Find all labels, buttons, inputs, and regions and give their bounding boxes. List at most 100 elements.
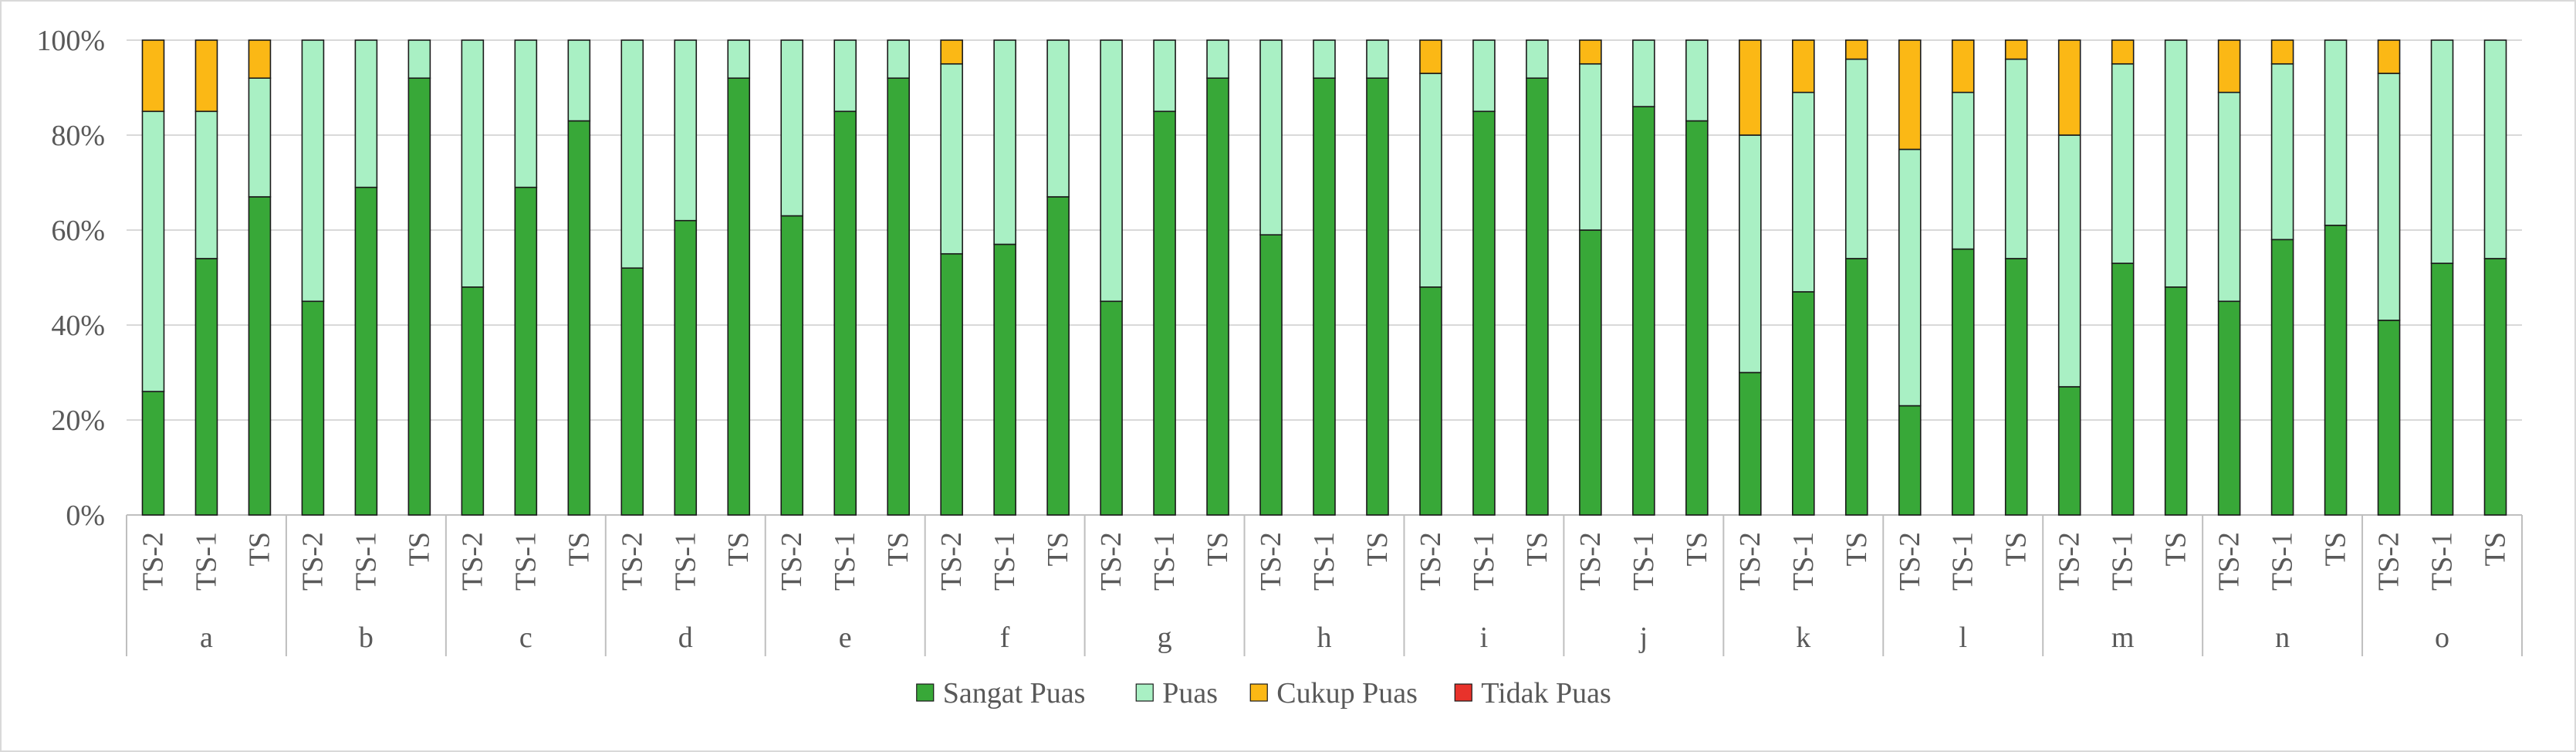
y-tick-label: 0% — [66, 500, 105, 532]
bar-segment — [1739, 134, 1762, 374]
y-tick-label: 100% — [36, 25, 105, 57]
bar-segment — [940, 252, 963, 516]
bar-segment — [1579, 229, 1602, 516]
x-group-label: f — [1000, 622, 1010, 654]
legend-label: Cukup Puas — [1276, 677, 1418, 710]
x-subcategory-label: TS-1 — [2267, 532, 2299, 591]
bar-segment — [940, 39, 963, 65]
x-subcategory-label: TS — [563, 532, 595, 566]
bar-segment — [727, 77, 751, 516]
bar-segment — [514, 39, 538, 188]
x-subcategory-label: TS-2 — [2213, 532, 2246, 591]
bar-segment — [248, 77, 272, 198]
x-subcategory-label: TS-1 — [350, 532, 382, 591]
x-subcategory-label: TS-1 — [1468, 532, 1500, 591]
x-subcategory-label: TS — [403, 532, 435, 566]
y-tick-label: 20% — [51, 405, 105, 437]
bar-segment — [2324, 39, 2348, 226]
x-subcategory-label: TS — [2480, 532, 2512, 566]
bar-segment — [674, 39, 698, 222]
bar-segment — [1632, 39, 1655, 107]
bar-segment — [194, 39, 218, 113]
bar-segment — [1844, 258, 1868, 516]
bar-segment — [2057, 386, 2081, 516]
bar-segment — [1898, 39, 1922, 151]
x-subcategory-label: TS-2 — [1255, 532, 1287, 591]
x-subcategory-label: TS — [722, 532, 755, 566]
y-tick-label: 60% — [51, 215, 105, 247]
bar-segment — [674, 219, 698, 516]
bar-segment — [248, 196, 272, 516]
bar-segment — [1313, 39, 1336, 80]
bar-segment — [2377, 320, 2401, 516]
bar-segment — [1472, 110, 1496, 516]
x-subcategory-label: TS-2 — [616, 532, 648, 591]
bar-segment — [354, 186, 378, 516]
bar-segment — [2004, 258, 2028, 516]
x-subcategory-label: TS — [2000, 532, 2033, 566]
bar-segment — [1046, 39, 1070, 198]
bar-segment — [514, 186, 538, 516]
bar-segment — [194, 110, 218, 259]
bar-segment — [993, 39, 1016, 246]
bar-segment — [1579, 39, 1602, 65]
x-subcategory-label: TS-2 — [296, 532, 329, 591]
bar-segment — [2217, 91, 2241, 303]
bar-segment — [1632, 106, 1655, 516]
bar-segment — [1898, 405, 1922, 516]
bar-segment — [2377, 73, 2401, 321]
bar-segment — [833, 39, 857, 113]
bar-segment — [1153, 110, 1176, 516]
bar-segment — [2164, 286, 2188, 516]
x-subcategory-label: TS-1 — [190, 532, 222, 591]
x-subcategory-label: TS-1 — [509, 532, 542, 591]
bar-segment — [141, 39, 165, 113]
legend-label: Puas — [1162, 677, 1218, 710]
legend-label: Sangat Puas — [943, 677, 1086, 710]
bar-segment — [2057, 134, 2081, 388]
bar-segment — [1898, 148, 1922, 407]
bar-segment — [2270, 239, 2294, 516]
x-group-label: n — [2275, 622, 2290, 654]
bar-segment — [2004, 39, 2028, 60]
x-subcategory-label: TS-1 — [2107, 532, 2139, 591]
x-subcategory-label: TS-2 — [137, 532, 169, 591]
x-subcategory-label: TS-1 — [1308, 532, 1340, 591]
bar-segment — [1685, 39, 1709, 122]
bar-segment — [2004, 58, 2028, 259]
x-group-label: e — [839, 622, 852, 654]
bar-segment — [887, 77, 910, 516]
bar-segment — [833, 110, 857, 516]
x-subcategory-label: TS — [243, 532, 276, 566]
bar-segment — [1100, 300, 1123, 516]
x-subcategory-label: TS — [2160, 532, 2192, 566]
bar-segment — [2111, 263, 2135, 516]
bar-segment — [141, 391, 165, 516]
x-subcategory-label: TS — [882, 532, 914, 566]
legend-swatch — [1249, 683, 1268, 702]
x-group-label: g — [1158, 622, 1172, 654]
bar-segment — [1792, 291, 1815, 516]
bar-segment — [2217, 300, 2241, 516]
x-group-label: l — [1959, 622, 1967, 654]
x-subcategory-label: TS-2 — [776, 532, 808, 591]
bar-segment — [1951, 91, 1975, 250]
x-subcategory-label: TS-1 — [1628, 532, 1660, 591]
bar-segment — [1951, 39, 1975, 93]
bar-segment — [407, 77, 431, 516]
bar-segment — [2111, 39, 2135, 65]
bar-segment — [2377, 39, 2401, 74]
bar-segment — [1579, 63, 1602, 231]
x-subcategory-label: TS — [1202, 532, 1234, 566]
x-subcategory-label: TS-2 — [1574, 532, 1607, 591]
x-subcategory-label: TS — [1042, 532, 1074, 566]
bar-segment — [1206, 77, 1229, 516]
bar-segment — [301, 39, 325, 303]
x-subcategory-label: TS-1 — [1947, 532, 1979, 591]
bar-segment — [1844, 58, 1868, 259]
bar-segment — [2057, 39, 2081, 136]
bar-segment — [1366, 77, 1389, 516]
bar-segment — [780, 215, 804, 516]
bar-segment — [1526, 39, 1549, 80]
bar-segment — [2111, 63, 2135, 264]
